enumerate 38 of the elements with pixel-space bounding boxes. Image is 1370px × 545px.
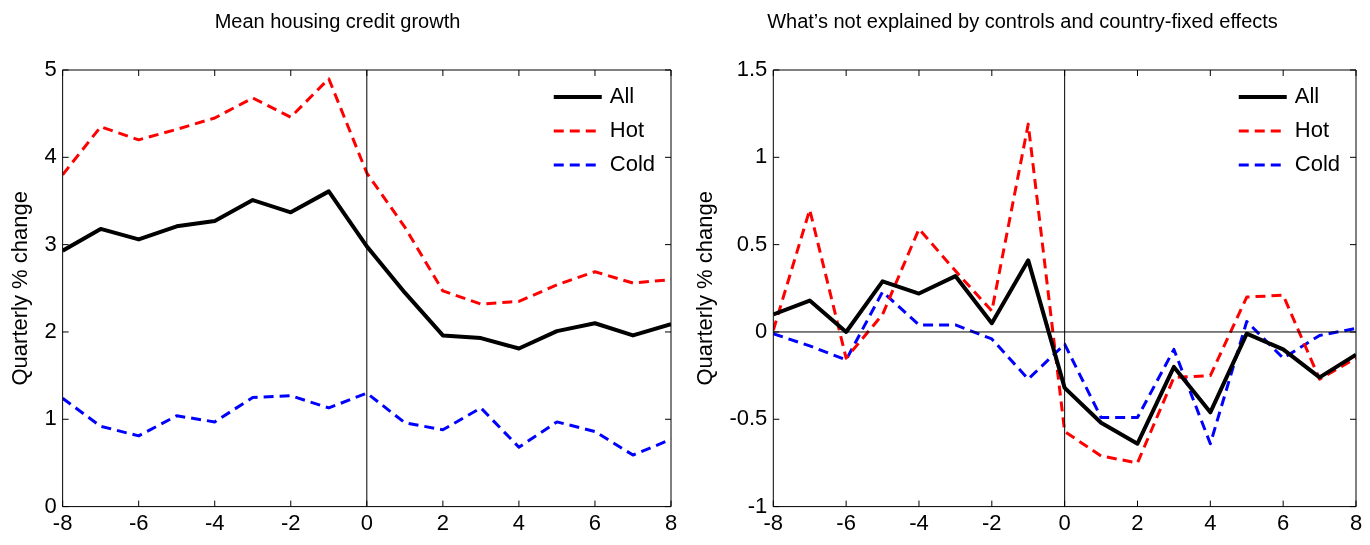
y-tick-label: 0 [44,492,57,518]
legend-label: All [609,83,635,109]
chart-title: What’s not explained by controls and country-fixed effects [767,9,1278,32]
legend-label: Cold [1294,151,1340,177]
x-tick-label: -4 [204,509,225,535]
legend-label: All [1294,83,1320,109]
x-tick-label: 8 [664,509,678,535]
x-tick-label: 4 [1204,509,1217,535]
y-tick-label: -1 [747,492,768,518]
y-tick-label: 1.5 [736,56,768,82]
x-tick-label: 8 [1349,509,1363,535]
y-axis-title: Quarterly % change [7,191,33,386]
x-tick-label: 6 [588,509,602,535]
y-tick-label: 5 [44,56,57,82]
y-axis-title: Quarterly % change [692,191,718,386]
y-tick-label: 1 [44,405,57,431]
x-tick-label: 0 [1058,509,1071,535]
x-tick-label: -6 [128,509,149,535]
x-tick-label: 2 [436,509,449,535]
x-tick-label: -2 [280,509,301,535]
y-tick-label: 0.5 [736,230,768,256]
y-tick-label: 1 [755,143,768,169]
y-tick-label: 3 [44,230,57,256]
x-tick-label: 0 [360,509,373,535]
y-tick-label: 4 [44,143,57,169]
x-tick-label: -4 [909,509,929,535]
x-tick-label: 4 [512,509,526,535]
x-tick-label: -6 [836,509,856,535]
legend-label: Cold [609,151,655,177]
x-tick-label: -2 [982,509,1002,535]
chart-title: Mean housing credit growth [214,9,461,32]
y-tick-label: -0.5 [729,405,768,431]
legend-label: Hot [1294,117,1329,143]
y-tick-label: 0 [755,318,768,344]
legend-label: Hot [609,117,644,143]
x-tick-label: 2 [1131,509,1144,535]
x-tick-label: 6 [1277,509,1290,535]
y-tick-label: 2 [44,318,57,344]
